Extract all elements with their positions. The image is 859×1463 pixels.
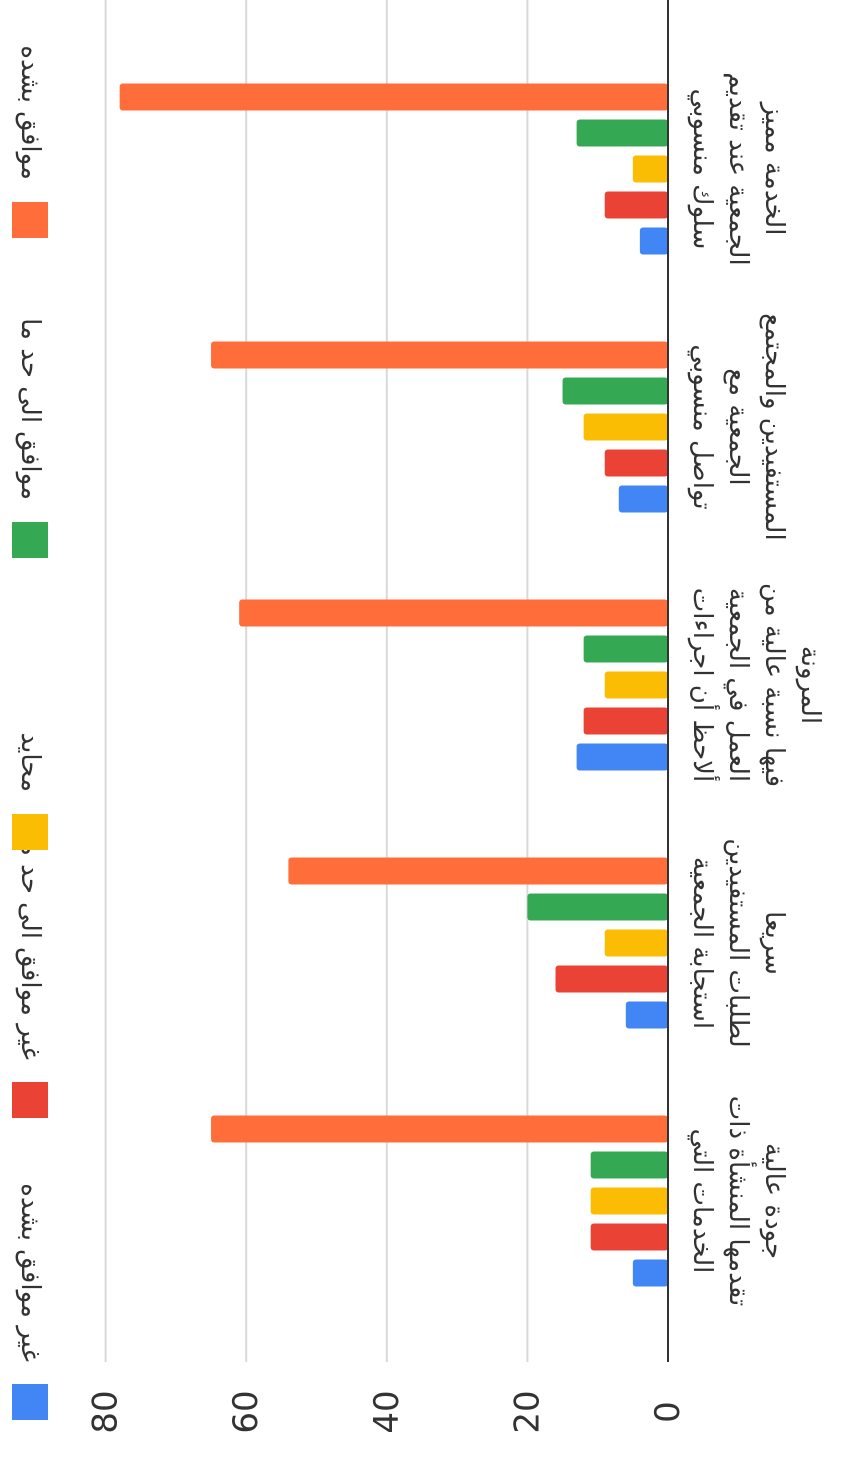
bar-0-1: [604, 191, 668, 219]
category-label-1: تواصل منسوبي الجمعية مع المستفيدين والمجتم…: [687, 313, 789, 540]
legend-label-0: غير موافق بشده: [15, 1183, 45, 1362]
bar-0-3: [576, 119, 668, 147]
y-tick-label-20: 20: [507, 1390, 547, 1433]
legend-item-1: غير موافق الى حد ما: [12, 834, 48, 1118]
legend-swatch-0: [12, 1384, 48, 1420]
category-label-0: سلوك منسوبي الجمعية عند تقديم الخدمة مميز: [687, 72, 789, 265]
y-tick-label-40: 40: [367, 1390, 407, 1433]
bar-0-0: [639, 227, 668, 255]
category-label-2-line-2: فيها نسبة عالية من: [759, 583, 789, 787]
y-tick-label-80: 80: [86, 1390, 126, 1433]
bar-1-2: [583, 413, 668, 441]
legend-label-4: موافق بشده: [15, 45, 45, 180]
y-tick-label-0: 0: [648, 1401, 688, 1423]
y-tick-label-60: 60: [226, 1390, 266, 1433]
bar-0-2: [632, 155, 668, 183]
category-label-2: ألاحظ أن اجراءات العمل في الجمعية فيها نسب…: [687, 583, 825, 787]
category-label-3: استجابة الجمعية لطلبات المستفيدين سريعا: [687, 838, 789, 1047]
bar-2-3: [583, 635, 668, 663]
bar-3-1: [555, 965, 668, 993]
bar-3-2: [604, 929, 668, 957]
category-label-2-line-0: ألاحظ أن اجراءات: [687, 588, 721, 782]
legend-item-2: محايد: [12, 732, 48, 850]
category-label-0-line-0: سلوك منسوبي: [687, 89, 717, 250]
legend: غير موافق بشده غير موافق الى حد ما محايد مو…: [12, 45, 48, 1420]
bar-2-2: [604, 671, 668, 699]
bar-4-4: [211, 1115, 669, 1143]
bar-0-4: [119, 83, 668, 111]
category-label-4-line-1: تقدمها المنشأة ذات: [723, 1096, 758, 1306]
category-label-3-line-1: لطلبات المستفيدين: [723, 838, 753, 1047]
bar-3-3: [527, 893, 668, 921]
bar-2-4: [239, 599, 669, 627]
bar-4-0: [632, 1259, 668, 1287]
bar-4-3: [590, 1151, 668, 1179]
category-label-1-line-1: الجمعية مع: [723, 368, 753, 485]
bar-1-4: [211, 341, 669, 369]
bar-2-1: [583, 707, 668, 735]
legend-item-4: موافق بشده: [12, 45, 48, 238]
bar-1-0: [618, 485, 668, 513]
category-label-0-line-2: الخدمة مميز: [759, 101, 789, 236]
category-label-4-line-0: الخدمات التي: [687, 1129, 717, 1274]
legend-item-3: موافق الى حد ما: [12, 318, 48, 558]
category-label-2-line-3: المرونة: [795, 646, 825, 724]
legend-swatch-3: [12, 522, 48, 558]
bar-3-0: [625, 1001, 668, 1029]
category-label-2-line-1: العمل في الجمعية: [723, 588, 753, 782]
category-label-4: الخدمات التي تقدمها المنشأة ذات جودة عالية: [687, 1096, 789, 1306]
bar-2-0: [576, 743, 668, 771]
legend-swatch-4: [12, 202, 48, 238]
category-label-3-line-0: استجابة الجمعية: [687, 857, 717, 1029]
legend-label-3: موافق الى حد ما: [15, 318, 45, 500]
category-label-1-line-0: تواصل منسوبي: [687, 344, 717, 509]
legend-swatch-2: [12, 814, 48, 850]
bar-1-3: [562, 377, 668, 405]
bars: [119, 83, 669, 1287]
legend-swatch-1: [12, 1082, 48, 1118]
bar-3-4: [288, 857, 668, 885]
legend-label-2: محايد: [15, 732, 45, 792]
category-label-1-line-2: المستفيدين والمجتمع: [759, 313, 789, 540]
gridlines: [104, 0, 529, 1362]
category-label-3-line-2: سريعا: [759, 911, 789, 975]
bar-4-2: [590, 1187, 668, 1215]
legend-label-1: غير موافق الى حد ما: [15, 834, 45, 1060]
category-label-0-line-1: الجمعية عند تقديم: [723, 72, 753, 265]
bar-1-1: [604, 449, 668, 477]
legend-item-0: غير موافق بشده: [12, 1183, 48, 1420]
category-label-4-line-2: جودة عالية: [759, 1143, 789, 1259]
bar-4-1: [590, 1223, 668, 1251]
